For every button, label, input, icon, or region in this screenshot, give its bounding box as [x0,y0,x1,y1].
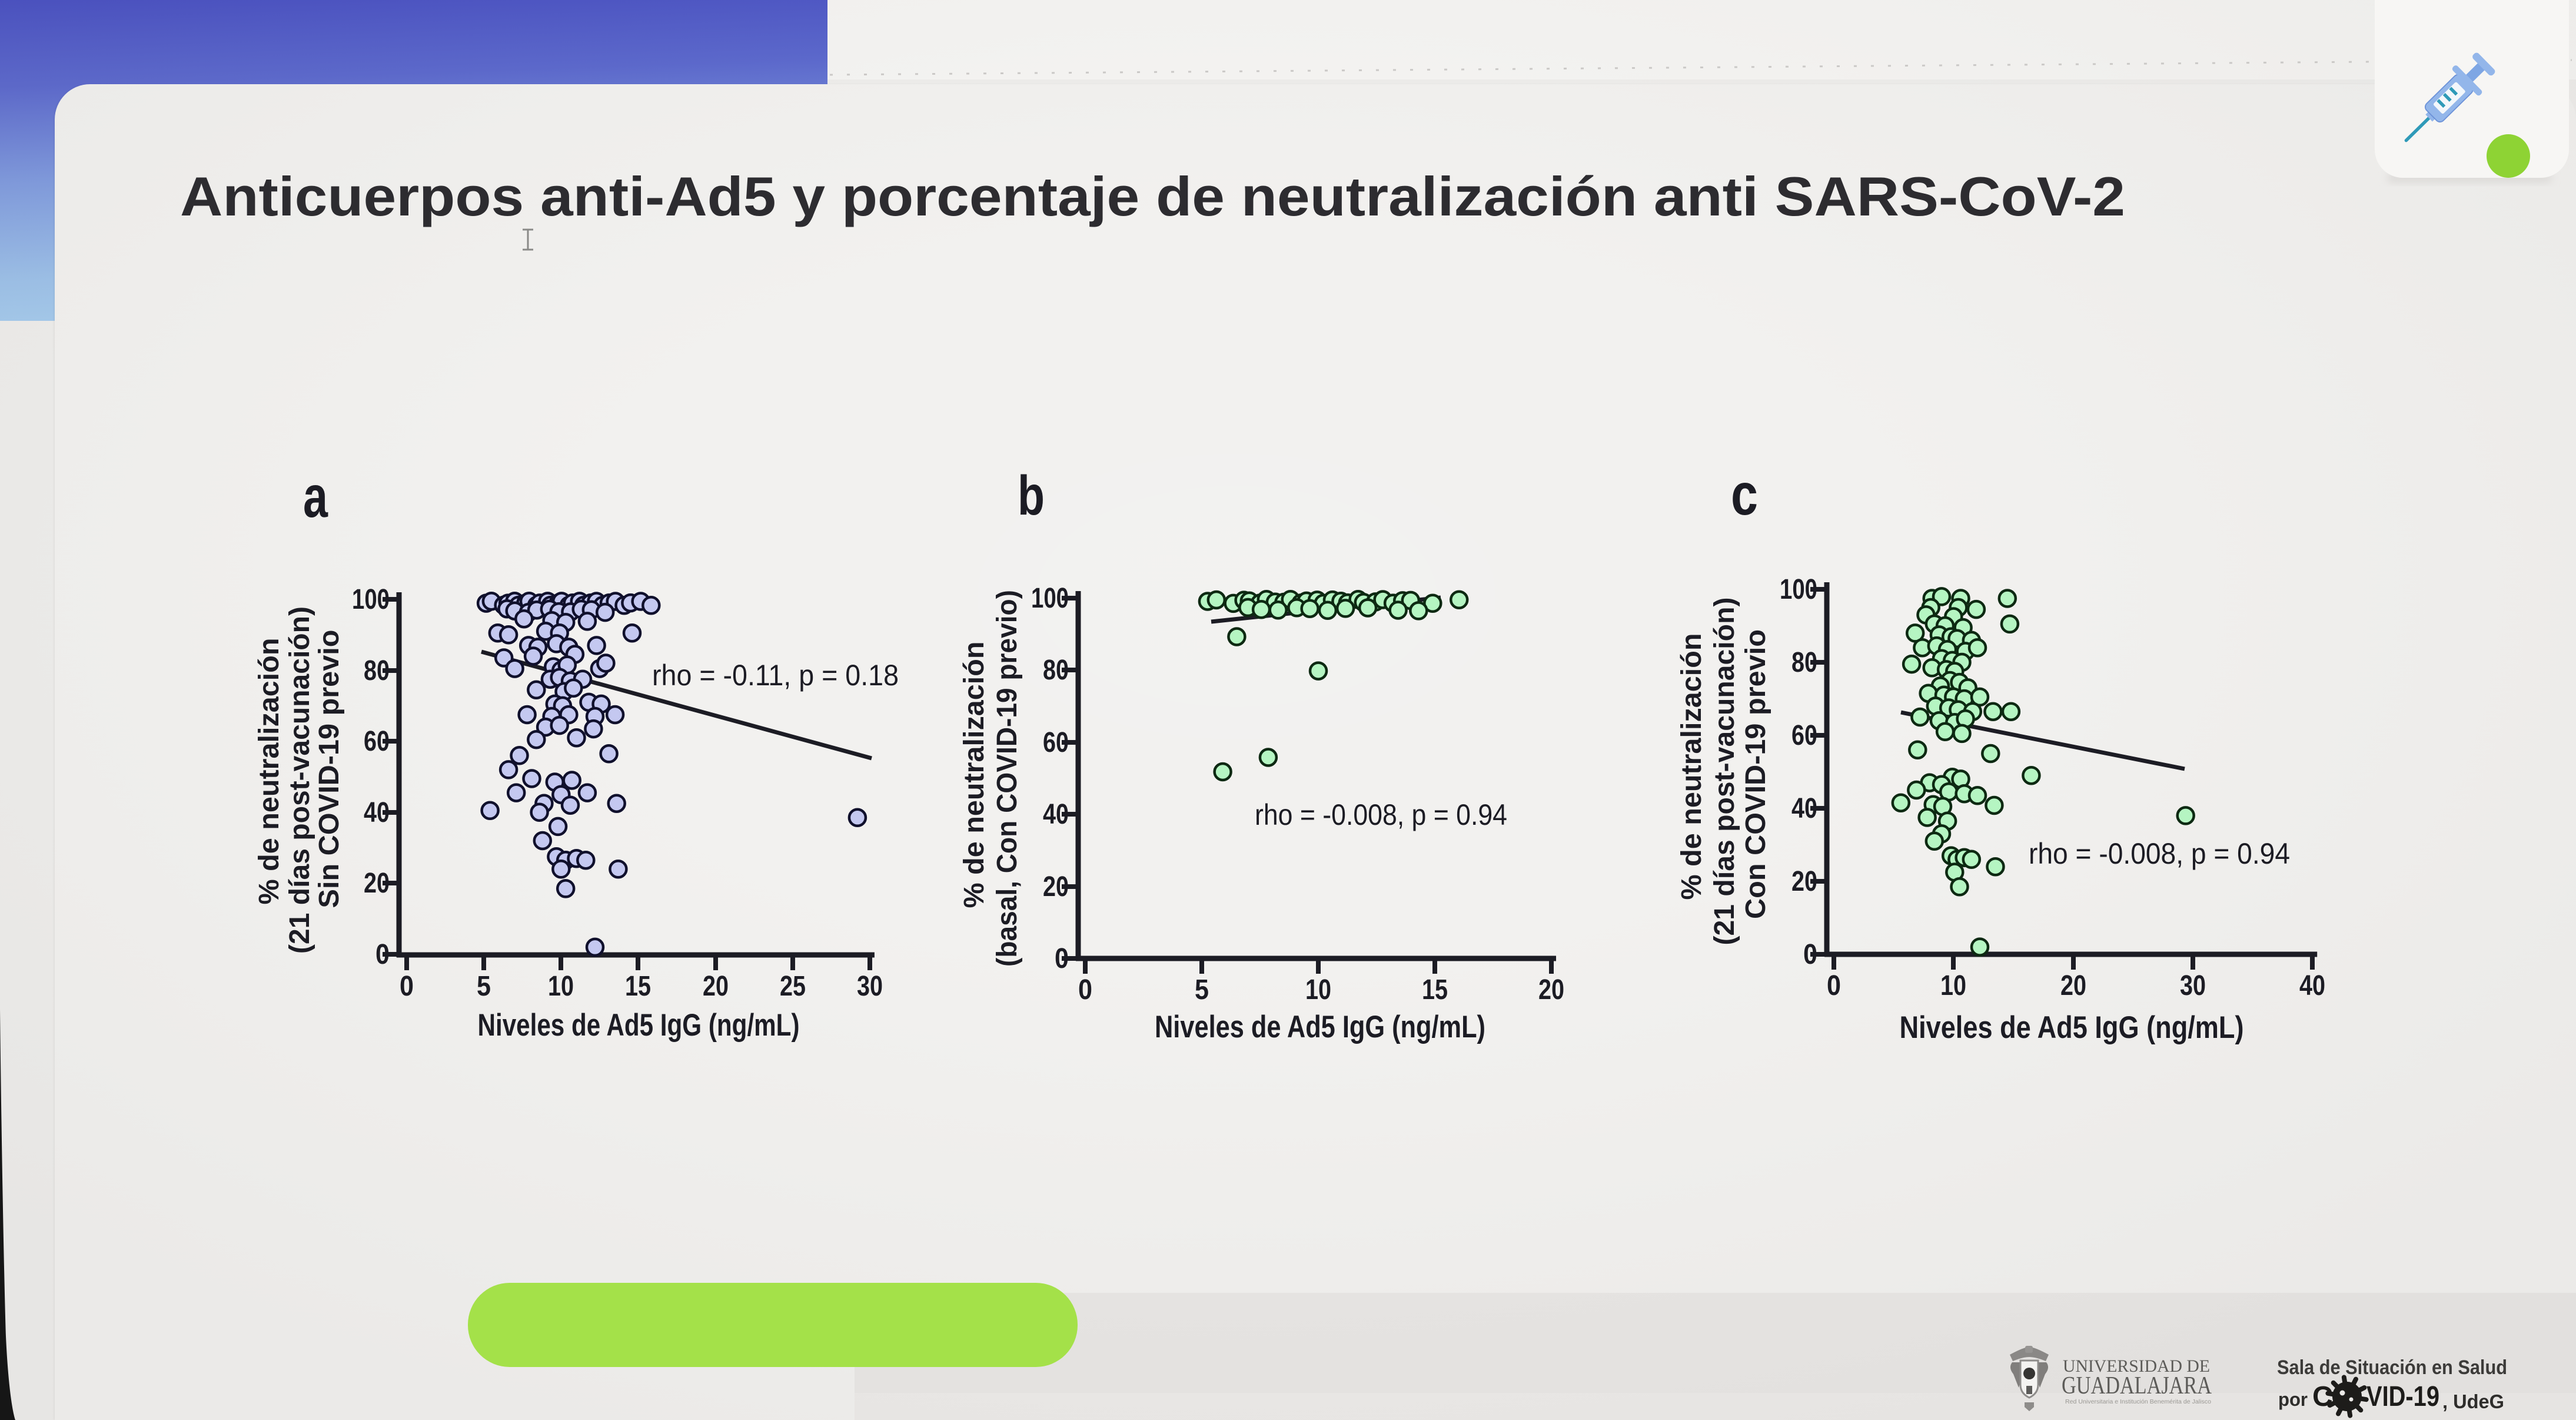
svg-text:60: 60 [364,726,390,757]
svg-text:Con COVID-19 previo: Con COVID-19 previo [1740,629,1771,919]
svg-text:rho = -0.008, p = 0.94: rho = -0.008, p = 0.94 [2029,837,2290,870]
svg-text:40: 40 [364,797,390,828]
svg-text:20: 20 [364,868,390,899]
svg-text:60: 60 [1791,720,1817,751]
svg-text:20: 20 [2060,970,2086,1001]
svg-text:VID-19: VID-19 [2366,1381,2439,1412]
svg-text:(basal, Con COVID-19 previo): (basal, Con COVID-19 previo) [992,590,1023,967]
svg-text:% de neutralización: % de neutralización [254,638,285,905]
svg-text:25: 25 [780,971,806,1002]
svg-text:100: 100 [1780,574,1817,605]
svg-text:100: 100 [352,584,390,615]
svg-text:Red Universitaria e Institució: Red Universitaria e Institución Beneméri… [2065,1398,2211,1405]
svg-text:0: 0 [1055,943,1069,974]
svg-text:rho = -0.11, p = 0.18: rho = -0.11, p = 0.18 [652,659,899,692]
svg-text:(21 días post-vacunación): (21 días post-vacunación) [284,606,315,954]
svg-text:15: 15 [1422,974,1448,1006]
svg-text:Sin COVID-19 previo: Sin COVID-19 previo [314,630,345,908]
svg-text:rho = -0.008, p = 0.94: rho = -0.008, p = 0.94 [1255,798,1507,831]
svg-text:80: 80 [1043,655,1069,686]
svg-text:10: 10 [548,971,574,1002]
svg-text:40: 40 [2299,970,2325,1001]
svg-text:20: 20 [1043,871,1069,903]
svg-text:Sala de Situación en Salud: Sala de Situación en Salud [2277,1356,2507,1379]
svg-text:10: 10 [1940,970,1966,1001]
svg-text:a: a [303,464,328,530]
svg-text:20: 20 [1538,974,1564,1006]
svg-text:% de neutralización: % de neutralización [959,642,990,908]
svg-text:% de neutralización: % de neutralización [1676,633,1707,900]
svg-text:Niveles de Ad5 IgG (ng/mL): Niveles de Ad5 IgG (ng/mL) [1155,1010,1485,1044]
svg-text:0: 0 [400,971,414,1002]
svg-text:5: 5 [1195,974,1209,1006]
svg-text:40: 40 [1043,799,1069,830]
svg-text:C: C [2312,1381,2333,1412]
svg-text:60: 60 [1043,727,1069,758]
svg-text:30: 30 [2180,970,2206,1001]
svg-text:0: 0 [1078,974,1092,1006]
svg-text:Anticuerpos anti-Ad5 y porcent: Anticuerpos anti-Ad5 y porcentaje de neu… [180,165,2125,227]
svg-text:100: 100 [1031,583,1069,614]
svg-text:por: por [2278,1389,2308,1410]
svg-text:0: 0 [375,939,390,970]
svg-text:(21 días post-vacunación): (21 días post-vacunación) [1709,598,1740,945]
svg-text:20: 20 [703,971,729,1002]
svg-text:Niveles de Ad5 IgG (ng/mL): Niveles de Ad5 IgG (ng/mL) [1900,1010,2244,1045]
svg-text:UNIVERSIDAD DE: UNIVERSIDAD DE [2063,1356,2210,1376]
svg-text:30: 30 [857,971,883,1002]
svg-text:, UdeG: , UdeG [2442,1391,2504,1412]
svg-text:Niveles de Ad5 IgG (ng/mL): Niveles de Ad5 IgG (ng/mL) [478,1008,800,1043]
svg-text:5: 5 [477,971,491,1002]
svg-text:0: 0 [1827,970,1841,1001]
svg-text:c: c [1731,462,1758,527]
svg-text:80: 80 [364,655,390,686]
svg-text:0: 0 [1803,939,1817,970]
svg-text:40: 40 [1791,793,1817,824]
svg-text:b: b [1018,465,1045,527]
svg-text:10: 10 [1305,974,1331,1006]
svg-text:20: 20 [1791,866,1817,897]
svg-text:GUADALAJARA: GUADALAJARA [2062,1372,2212,1399]
svg-text:80: 80 [1791,647,1817,678]
svg-text:15: 15 [625,971,651,1002]
